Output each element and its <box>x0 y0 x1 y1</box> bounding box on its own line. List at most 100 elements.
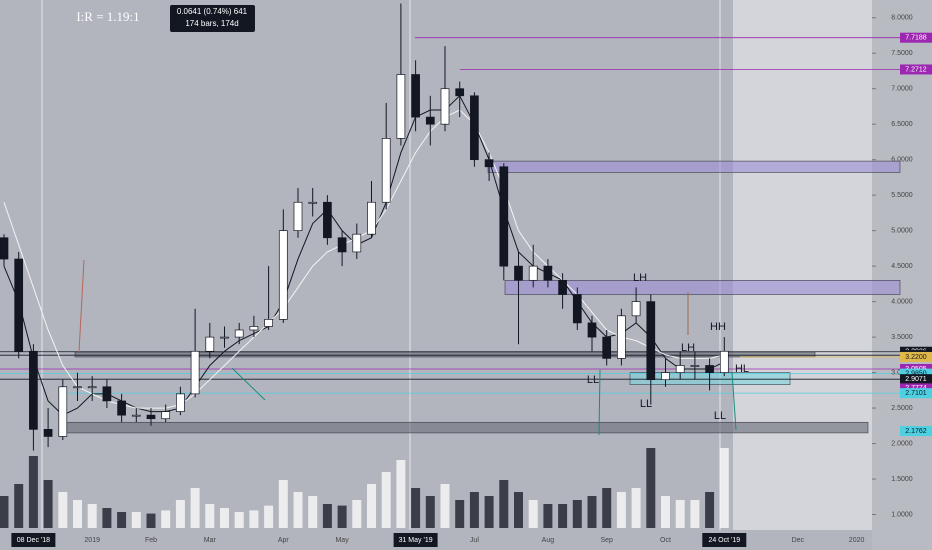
candle-body <box>646 301 656 381</box>
candle-body <box>587 322 597 338</box>
volume-bar <box>0 496 9 528</box>
candle-body <box>73 386 82 389</box>
volume-bar <box>131 512 141 528</box>
volume-bar <box>264 505 274 528</box>
price-tag-label: 7.2712 <box>905 66 927 73</box>
volume-bar <box>602 488 612 528</box>
candle-body <box>631 301 641 317</box>
annotation: LH <box>633 272 647 284</box>
candle-body <box>278 230 288 320</box>
volume-bar <box>146 513 156 528</box>
candle-body <box>161 411 171 420</box>
volume-bar <box>161 510 171 528</box>
x-tick-label: Mar <box>204 537 217 544</box>
price-tag <box>900 368 932 379</box>
volume-bar <box>455 500 465 528</box>
arrow <box>598 369 601 436</box>
volume-bar <box>469 492 479 528</box>
candle-body <box>425 116 435 125</box>
candle-body <box>29 350 38 430</box>
candle-body <box>337 237 347 253</box>
y-tick-label: 7.0000 <box>891 86 913 93</box>
volume-bar <box>381 472 391 528</box>
y-tick-label: 4.0000 <box>891 298 913 305</box>
candle-body <box>558 279 567 295</box>
volume-bar <box>175 500 185 528</box>
volume-bar <box>28 456 38 528</box>
arrow <box>731 371 737 431</box>
x-tick-label: 31 May '19 <box>399 537 433 544</box>
annotation: I:R = 1.19:1 <box>76 9 139 24</box>
candle-body <box>675 365 685 373</box>
volume-bar <box>440 484 450 528</box>
x-tick-label: 24 Oct '19 <box>708 537 740 544</box>
volume-bar <box>514 492 523 528</box>
y-tick-label: 8.0000 <box>891 15 913 22</box>
candle-body <box>543 265 553 281</box>
x-label-box <box>393 533 438 547</box>
measure-text: 0.0641 (0.74%) 641 <box>177 7 248 16</box>
y-tick-label: 3.5000 <box>891 334 913 341</box>
volume-bar <box>43 480 53 528</box>
measure-box <box>170 5 255 32</box>
candle-body <box>43 429 53 437</box>
annotation: LH <box>681 342 695 354</box>
volume-bar <box>73 500 82 528</box>
y-tick-label: 4.5000 <box>891 263 913 270</box>
candle-body <box>0 237 9 260</box>
volume-bar <box>308 496 318 528</box>
x-tick-label: Apr <box>278 537 290 544</box>
volume-bar <box>278 480 288 528</box>
measure-text: 174 bars, 174d <box>185 19 238 28</box>
x-label-box <box>702 533 747 547</box>
candle-body <box>323 201 332 239</box>
candle-body <box>381 138 391 203</box>
zone <box>504 280 901 295</box>
annotation: HH <box>710 321 726 333</box>
candle-body <box>528 265 538 281</box>
candle-body <box>14 258 24 352</box>
candle-body <box>455 88 465 97</box>
candle-body <box>484 159 494 168</box>
candle-body <box>705 365 714 373</box>
candle-body <box>396 74 406 139</box>
y-tick-label: 2.0000 <box>891 440 913 447</box>
candle-body <box>293 201 303 231</box>
y-tick-label: 1.0000 <box>891 511 913 518</box>
volume-bar <box>425 496 435 528</box>
price-axis <box>872 0 932 550</box>
volume-bar <box>528 500 538 528</box>
y-tick-label: 5.5000 <box>891 192 913 199</box>
price-tag-label: 3.2200 <box>905 354 927 361</box>
y-tick-label: 7.5000 <box>891 50 913 57</box>
arrow <box>231 367 266 401</box>
y-tick-label: 1.5000 <box>891 476 913 483</box>
volume-bar <box>102 508 112 528</box>
volume-bar <box>616 492 626 528</box>
x-tick-label: Oct <box>660 537 671 544</box>
x-tick-label: 08 Dec '18 <box>17 537 50 544</box>
volume-bar <box>352 500 362 528</box>
price-tag <box>900 351 932 362</box>
volume-bar <box>587 496 597 528</box>
volume-bar <box>646 448 656 528</box>
candle-body <box>367 201 376 235</box>
candle-body <box>719 350 729 373</box>
candle-body <box>661 372 670 381</box>
volume-bar <box>234 512 244 528</box>
x-tick-label: 2019 <box>84 537 100 544</box>
annotation: LL <box>587 374 599 386</box>
x-label-box <box>11 533 56 547</box>
price-tag-label: 2.7101 <box>905 390 927 397</box>
candle-body <box>264 319 273 327</box>
volume-bar <box>14 484 24 528</box>
price-tag <box>900 388 932 399</box>
price-tag <box>900 64 932 75</box>
price-tag-label: 2.9850 <box>905 370 927 377</box>
candle-body <box>58 386 68 437</box>
projection-area <box>733 0 872 530</box>
candle-body <box>690 365 700 367</box>
volume-bar <box>719 448 729 528</box>
price-tag-label: 2.9071 <box>905 376 927 383</box>
